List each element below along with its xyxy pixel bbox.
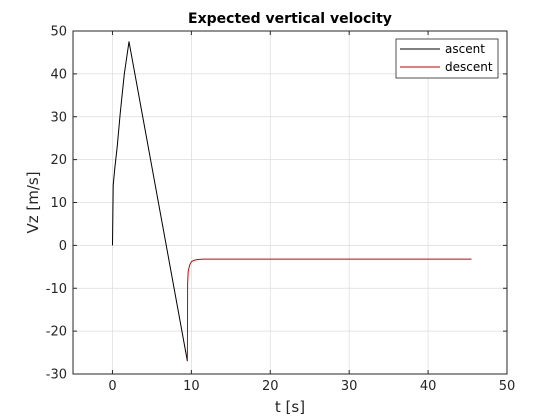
chart-title: Expected vertical velocity (188, 11, 392, 27)
series-line-ascent (112, 41, 188, 362)
legend-box (395, 38, 499, 79)
legend: ascent descent (395, 38, 499, 79)
y-tick-label: -30 (46, 368, 67, 383)
y-tick-label: 50 (50, 25, 67, 40)
y-tick-label: 0 (59, 239, 67, 254)
y-axis-label: Vz [m/s] (24, 171, 42, 233)
x-axis-label: t [s] (275, 398, 305, 416)
x-tick-label: 10 (183, 379, 200, 394)
x-tick-label: 20 (262, 379, 279, 394)
y-tick-label: -10 (46, 282, 67, 297)
legend-label-descent: descent (445, 60, 493, 74)
series-lines (112, 41, 472, 362)
y-tick-label: 20 (50, 153, 67, 168)
legend-label-ascent: ascent (445, 42, 485, 56)
x-tick-label: 0 (108, 379, 116, 394)
y-tick-label: -20 (46, 325, 67, 340)
series-line-descent (186, 258, 472, 362)
y-tick-label: 10 (50, 196, 67, 211)
x-tick-label: 30 (341, 379, 358, 394)
x-tick-label: 40 (420, 379, 437, 394)
y-tick-label: 30 (50, 110, 67, 125)
axis-ticks: 0 10 20 30 40 50 -30 -20 -10 0 10 20 30 40 50 (46, 25, 516, 395)
x-tick-label: 50 (499, 379, 516, 394)
y-tick-label: 40 (50, 67, 67, 82)
